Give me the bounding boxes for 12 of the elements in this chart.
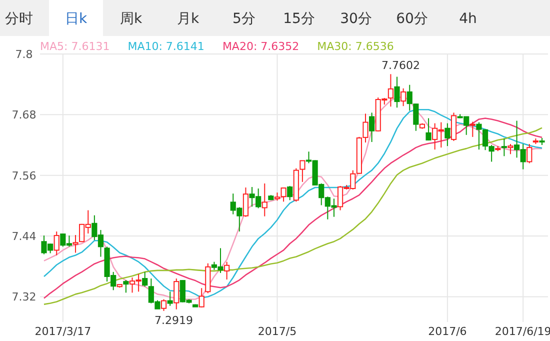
y-tick-label: 7.44 [12, 230, 36, 244]
x-tick-label: 2017/5 [258, 325, 297, 338]
y-tick-label: 7.68 [12, 108, 36, 122]
x-tick-label: 2017/3/17 [34, 325, 92, 338]
annotation: 7.2919 [154, 314, 194, 327]
tab-bar: 分时 日k 周k 月k 5分 15分 30分 60分 4h [0, 0, 550, 36]
legend: MA5: 7.6131 MA10: 7.6141 MA20: 7.6352 MA30: 7.6536 [40, 40, 394, 53]
y-tick-label: 7.32 [12, 290, 36, 304]
y-tick-label: 7.56 [12, 169, 36, 182]
y-tick-label: 7.8 [15, 48, 33, 61]
annotation: 7.7602 [381, 59, 420, 72]
x-tick-label: 2017/6 [428, 325, 467, 338]
